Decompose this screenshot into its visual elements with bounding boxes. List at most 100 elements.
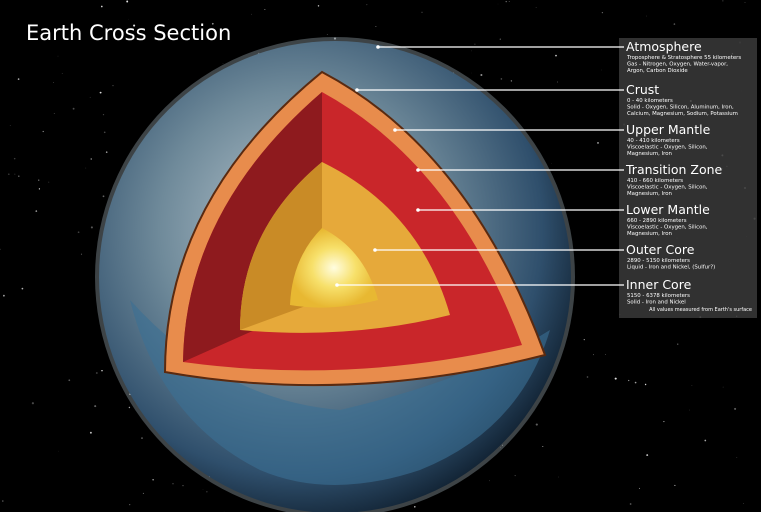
star: [628, 379, 630, 382]
star: [586, 376, 589, 378]
star: [499, 38, 501, 40]
star: [480, 73, 483, 77]
layer-detail: Magnesium, Iron: [627, 151, 672, 157]
star: [53, 82, 54, 83]
inner-core: [290, 228, 378, 308]
layer-detail: 2890 - 5150 kilometers: [627, 258, 690, 264]
star: [500, 78, 503, 80]
star: [2, 500, 4, 502]
star: [508, 1, 510, 2]
star: [542, 445, 544, 448]
layer-detail: Viscoelastic - Oxygen, Silicon,: [627, 225, 708, 231]
star: [9, 125, 11, 126]
star: [31, 402, 34, 405]
star: [593, 354, 594, 356]
star: [89, 96, 91, 98]
star: [102, 195, 105, 198]
star: [112, 85, 114, 87]
star: [673, 23, 676, 25]
star: [94, 405, 97, 408]
star: [722, 0, 724, 2]
layer-detail: Viscoelastic - Oxygen, Silicon,: [627, 145, 708, 151]
star: [0, 248, 1, 251]
star: [557, 81, 559, 83]
star: [126, 0, 129, 3]
star: [722, 386, 724, 388]
layer-detail: Troposphere & Stratosphere 55 kilometers: [626, 55, 741, 61]
star: [100, 5, 103, 8]
star: [502, 444, 503, 446]
layer-name: Inner Core: [626, 277, 692, 292]
star: [743, 503, 745, 505]
star: [414, 506, 416, 508]
star: [57, 55, 59, 57]
star: [514, 475, 516, 477]
star: [366, 4, 368, 6]
star: [421, 11, 423, 13]
layer-name: Outer Core: [626, 242, 695, 257]
star: [80, 253, 83, 255]
star: [583, 338, 585, 341]
star: [105, 151, 108, 153]
star: [471, 50, 472, 52]
star: [317, 5, 320, 7]
layer-name: Upper Mantle: [626, 122, 711, 137]
star: [736, 456, 738, 458]
star: [38, 188, 41, 190]
layer-detail: Solid - Oxygen, Silicon, Aluminum, Iron,: [627, 105, 734, 111]
star: [634, 381, 637, 384]
star: [53, 113, 55, 114]
star: [13, 157, 16, 160]
ocean: [130, 300, 550, 485]
star: [68, 379, 71, 382]
star: [35, 210, 38, 212]
star: [101, 369, 103, 372]
star: [555, 54, 557, 57]
star: [141, 437, 143, 439]
star: [182, 485, 184, 487]
star: [18, 175, 20, 177]
star: [605, 354, 606, 355]
layer-detail: 5150 - 6378 kilometers: [627, 293, 690, 299]
layer-detail: Gas - Nitrogen, Oxygen, Water-vapor,: [627, 62, 728, 68]
star: [704, 439, 707, 442]
star: [142, 492, 144, 494]
star: [172, 483, 174, 485]
star: [689, 409, 690, 411]
star: [77, 231, 80, 234]
layer-detail: Solid - Iron and Nickel: [627, 300, 686, 306]
star: [744, 2, 746, 3]
layer-detail: 410 - 660 kilometers: [627, 178, 683, 184]
star: [102, 113, 105, 116]
star: [61, 73, 63, 75]
star: [133, 24, 136, 27]
layer-detail: Viscoelastic - Oxygen, Silicon,: [627, 185, 708, 191]
layer-name: Atmosphere: [626, 39, 702, 54]
star: [505, 0, 507, 3]
star: [42, 130, 44, 133]
leader-dot: [373, 248, 377, 252]
layer-detail: Calcium, Magnesium, Sodium, Potassium: [627, 111, 738, 117]
star: [90, 158, 92, 160]
layer-detail: 0 - 40 kilometers: [627, 98, 673, 104]
star: [629, 503, 632, 505]
star: [674, 484, 676, 486]
star: [206, 491, 208, 493]
star: [535, 7, 537, 8]
layer-detail: 40 - 410 kilometers: [627, 138, 680, 144]
star: [326, 34, 328, 35]
title: Earth Cross Section: [26, 21, 231, 45]
layer-name: Lower Mantle: [626, 202, 710, 217]
star: [474, 43, 476, 45]
star: [646, 454, 649, 457]
star: [375, 26, 377, 28]
leader-dot: [335, 283, 339, 287]
star: [72, 107, 75, 110]
star: [222, 62, 224, 64]
star: [663, 421, 665, 423]
star: [58, 450, 59, 452]
leader-dot: [376, 45, 380, 49]
star: [597, 142, 599, 144]
star: [614, 377, 617, 380]
